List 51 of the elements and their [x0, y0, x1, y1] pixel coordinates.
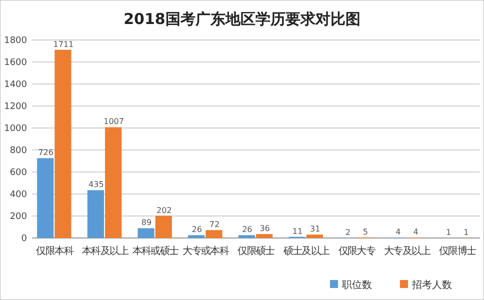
data-label: 726 [38, 148, 54, 158]
x-tick-label: 仅限大专 [338, 245, 376, 257]
data-label: 1711 [53, 40, 74, 49]
data-label: 36 [260, 224, 270, 234]
legend-label: 招考人数 [411, 279, 452, 291]
y-tick-label: 200 [10, 212, 28, 222]
data-label: 26 [192, 225, 202, 234]
data-label: 4 [413, 228, 418, 237]
y-tick-label: 1200 [4, 102, 28, 112]
x-tick-label: 仅限博士 [438, 245, 477, 257]
data-label: 11 [292, 226, 303, 236]
bar [104, 127, 122, 238]
x-tick-label: 大专及以上 [384, 245, 431, 257]
data-label: 202 [156, 206, 172, 215]
bar [206, 230, 222, 238]
data-label: 2 [345, 228, 350, 237]
y-tick-label: 1000 [4, 124, 28, 134]
x-tick-label: 本科或硕士 [132, 245, 180, 257]
x-tick-label: 仅限本科 [36, 245, 74, 257]
data-label: 31 [310, 224, 320, 234]
y-tick-label: 0 [21, 234, 28, 244]
data-label: 5 [362, 227, 368, 236]
bar [238, 235, 255, 238]
legend-label: 职位数 [342, 279, 372, 291]
bar [54, 50, 72, 238]
y-tick-label: 1400 [4, 80, 28, 90]
bar [87, 190, 104, 238]
y-tick-label: 1800 [4, 36, 28, 46]
bar [188, 235, 205, 238]
bar [138, 228, 154, 238]
bar [256, 234, 273, 238]
data-label: 72 [209, 220, 220, 230]
data-label: 4 [396, 228, 401, 237]
y-tick-label: 1600 [4, 58, 28, 68]
data-label: 1 [464, 228, 469, 237]
bar [155, 216, 172, 238]
bar [37, 158, 54, 238]
y-tick-label: 600 [10, 168, 28, 178]
data-label: 89 [141, 218, 152, 228]
data-label: 26 [242, 225, 252, 234]
data-label: 1 [446, 228, 452, 237]
x-tick-label: 仅限硕士 [238, 245, 276, 257]
data-label: 1007 [104, 117, 124, 126]
chart-title: 2018国考广东地区学历要求对比图 [124, 10, 360, 28]
x-tick-label: 本科及以上 [82, 245, 129, 257]
bar [306, 234, 323, 238]
y-tick-label: 400 [10, 190, 28, 200]
x-tick-label: 硕士及以上 [282, 245, 330, 257]
x-tick-label: 大专或本科 [182, 245, 230, 257]
y-tick-label: 800 [10, 146, 28, 156]
data-label: 435 [88, 180, 104, 190]
